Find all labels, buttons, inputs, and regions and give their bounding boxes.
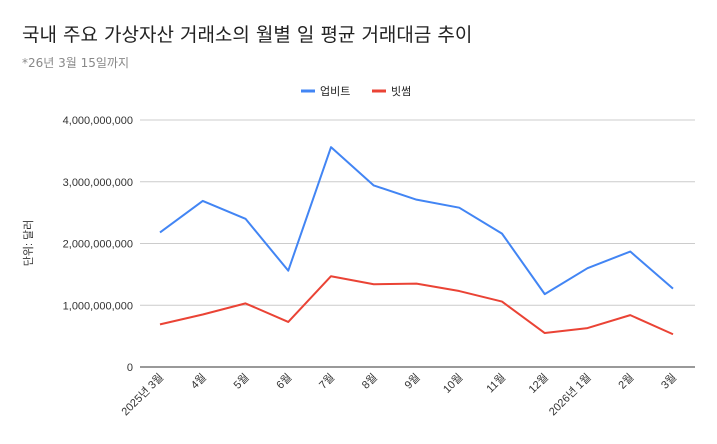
x-tick-label: 10월 bbox=[440, 371, 465, 396]
chart-subtitle: *26년 3월 15일까지 bbox=[22, 56, 130, 70]
y-tick-label: 0 bbox=[127, 362, 133, 374]
y-axis-label: 단위: 달러 bbox=[22, 220, 35, 267]
y-tick-label: 1,000,000,000 bbox=[63, 300, 133, 312]
legend-label: 업비트 bbox=[320, 85, 350, 98]
x-tick-label: 8월 bbox=[359, 371, 380, 392]
x-tick-label: 11월 bbox=[484, 371, 508, 395]
y-tick-label: 3,000,000,000 bbox=[63, 177, 133, 189]
legend-label: 빗썸 bbox=[391, 85, 411, 98]
x-tick-label: 12월 bbox=[526, 371, 551, 396]
x-tick-label: 2월 bbox=[616, 371, 637, 392]
y-tick-label: 2,000,000,000 bbox=[63, 239, 133, 251]
x-tick-label: 3월 bbox=[658, 371, 679, 392]
x-tick-label: 2026년 1월 bbox=[546, 371, 593, 418]
x-tick-label: 4월 bbox=[188, 371, 209, 392]
series-line-upbit bbox=[159, 146, 674, 296]
x-tick-label: 5월 bbox=[231, 371, 252, 392]
x-tick-label: 9월 bbox=[402, 371, 423, 392]
y-tick-label: 4,000,000,000 bbox=[63, 115, 133, 127]
x-tick-label: 6월 bbox=[274, 371, 295, 392]
x-tick-label: 2025년 3월 bbox=[119, 371, 166, 418]
x-tick-label: 7월 bbox=[316, 371, 337, 392]
chart-title: 국내 주요 가상자산 거래소의 월별 일 평균 거래대금 추이 bbox=[22, 24, 473, 46]
